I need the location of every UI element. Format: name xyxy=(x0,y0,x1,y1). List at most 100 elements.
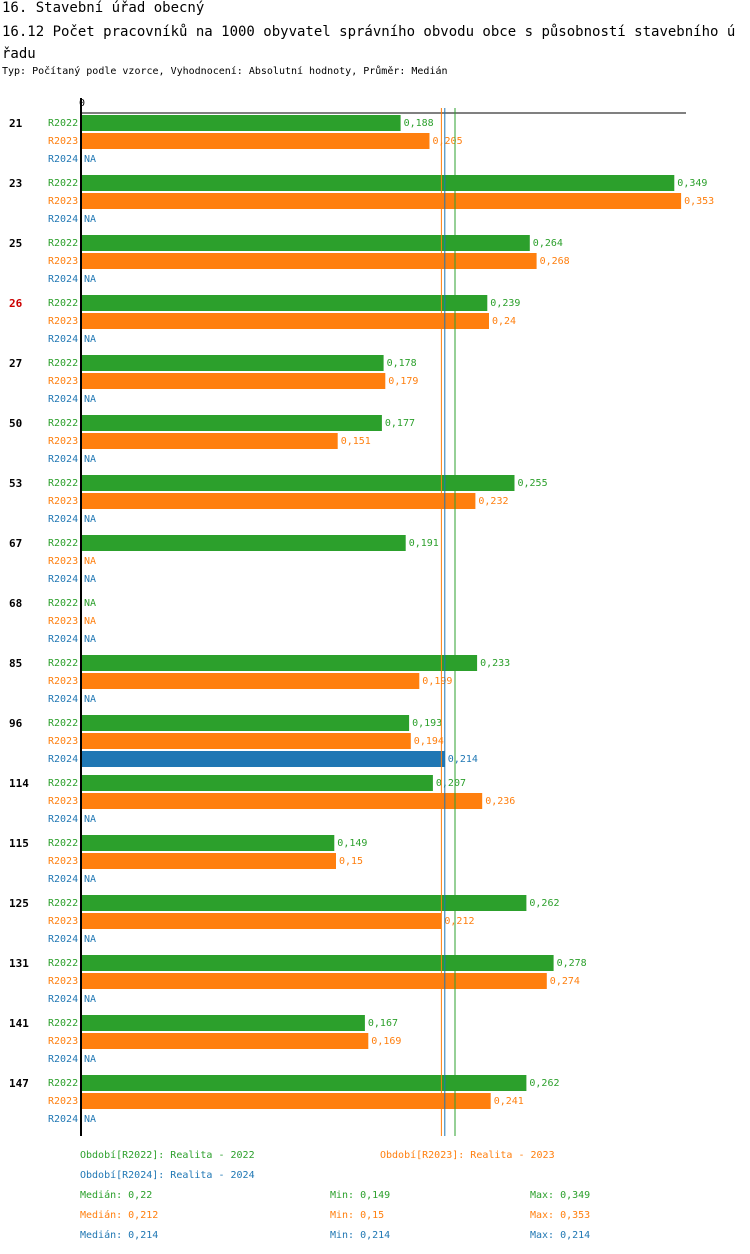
data-label: 0,179 xyxy=(388,376,418,387)
series-label: R2022 xyxy=(48,898,78,909)
series-label: R2023 xyxy=(48,376,78,387)
series-label: R2023 xyxy=(48,976,78,987)
na-label: NA xyxy=(84,598,96,609)
data-label: 0,193 xyxy=(412,718,442,729)
category-label: 23 xyxy=(9,177,22,190)
series-label: R2023 xyxy=(48,736,78,747)
bar xyxy=(82,415,382,431)
bar xyxy=(82,1033,369,1049)
series-label: R2022 xyxy=(48,478,78,489)
bar xyxy=(82,535,406,551)
series-label: R2024 xyxy=(48,394,78,405)
series-label: R2022 xyxy=(48,178,78,189)
axis-zero-label: 0 xyxy=(79,98,85,109)
series-label: R2022 xyxy=(48,418,78,429)
data-label: 0,262 xyxy=(529,1078,559,1089)
series-label: R2023 xyxy=(48,316,78,327)
data-label: 0,278 xyxy=(557,958,587,969)
data-label: 0,233 xyxy=(480,658,510,669)
series-label: R2024 xyxy=(48,214,78,225)
na-label: NA xyxy=(84,616,96,627)
data-label: 0,214 xyxy=(448,754,478,765)
na-label: NA xyxy=(84,454,96,465)
legend-r2022: Období[R2022]: Realita - 2022 xyxy=(80,1150,255,1161)
data-label: 0,264 xyxy=(533,238,563,249)
category-label: 67 xyxy=(9,537,22,550)
series-label: R2023 xyxy=(48,556,78,567)
series-label: R2022 xyxy=(48,598,78,609)
series-label: R2024 xyxy=(48,454,78,465)
legend-r2023: Období[R2023]: Realita - 2023 xyxy=(380,1150,555,1161)
data-label: 0,262 xyxy=(529,898,559,909)
bar xyxy=(82,133,430,149)
na-label: NA xyxy=(84,514,96,525)
category-label: 85 xyxy=(9,657,22,670)
na-label: NA xyxy=(84,874,96,885)
bar xyxy=(82,895,527,911)
series-label: R2024 xyxy=(48,874,78,885)
bar xyxy=(82,835,335,851)
data-label: 0,353 xyxy=(684,196,714,207)
stat-median-r2024: Medián: 0,214 xyxy=(80,1230,159,1241)
series-label: R2022 xyxy=(48,1018,78,1029)
na-label: NA xyxy=(84,1054,96,1065)
bar xyxy=(82,793,483,809)
series-label: R2022 xyxy=(48,358,78,369)
category-label: 131 xyxy=(9,957,29,970)
na-label: NA xyxy=(84,214,96,225)
stat-median-r2023: Medián: 0,212 xyxy=(80,1210,159,1221)
series-label: R2023 xyxy=(48,856,78,867)
series-label: R2024 xyxy=(48,1114,78,1125)
data-label: 0,169 xyxy=(371,1036,401,1047)
category-label: 115 xyxy=(9,837,29,850)
na-label: NA xyxy=(84,694,96,705)
series-label: R2022 xyxy=(48,118,78,129)
bar xyxy=(82,655,478,671)
bar xyxy=(82,913,442,929)
category-label: 53 xyxy=(9,477,22,490)
series-label: R2024 xyxy=(48,1054,78,1065)
bar xyxy=(82,1075,527,1091)
bar xyxy=(82,253,537,269)
chart-title: 16.12 Počet pracovníků na 1000 obyvatel … xyxy=(2,24,736,62)
series-label: R2023 xyxy=(48,1096,78,1107)
series-label: R2022 xyxy=(48,778,78,789)
series-label: R2023 xyxy=(48,436,78,447)
category-label: 25 xyxy=(9,237,22,250)
bar xyxy=(82,1015,365,1031)
bar xyxy=(82,373,386,389)
series-label: R2022 xyxy=(48,298,78,309)
bar xyxy=(82,295,488,311)
data-label: 0,268 xyxy=(540,256,570,267)
na-label: NA xyxy=(84,154,96,165)
data-label: 0,274 xyxy=(550,976,580,987)
stat-min-r2022: Min: 0,149 xyxy=(330,1190,391,1201)
bar xyxy=(82,715,410,731)
series-label: R2022 xyxy=(48,718,78,729)
category-label: 27 xyxy=(9,357,22,370)
series-label: R2024 xyxy=(48,574,78,585)
data-label: 0,255 xyxy=(518,478,548,489)
category-label: 147 xyxy=(9,1077,29,1090)
series-label: R2023 xyxy=(48,496,78,507)
bar xyxy=(82,235,530,251)
na-label: NA xyxy=(84,556,96,567)
series-label: R2023 xyxy=(48,796,78,807)
data-label: 0,199 xyxy=(422,676,452,687)
series-label: R2022 xyxy=(48,238,78,249)
stat-max-r2022: Max: 0,349 xyxy=(530,1190,591,1201)
category-label: 50 xyxy=(9,417,22,430)
na-label: NA xyxy=(84,994,96,1005)
data-label: 0,15 xyxy=(339,856,363,867)
bar xyxy=(82,313,489,329)
series-label: R2023 xyxy=(48,916,78,927)
bar xyxy=(82,853,336,869)
na-label: NA xyxy=(84,394,96,405)
series-label: R2024 xyxy=(48,754,78,765)
series-label: R2023 xyxy=(48,1036,78,1047)
series-label: R2024 xyxy=(48,814,78,825)
bar xyxy=(82,433,338,449)
bar-chart: 0 21 R2022 0,188 R2023 0,205 R2024 NA 23 R2022 0,3… xyxy=(9,98,714,1136)
series-label: R2024 xyxy=(48,634,78,645)
data-label: 0,232 xyxy=(478,496,508,507)
